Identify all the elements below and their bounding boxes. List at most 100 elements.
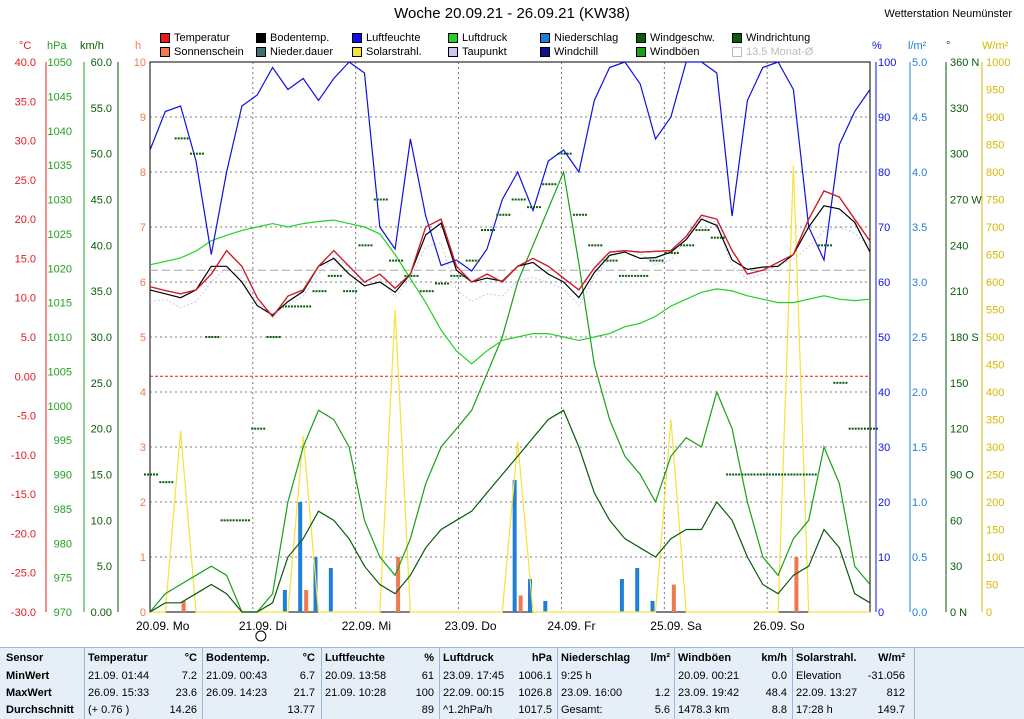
wind-direction-dot: [156, 473, 158, 476]
wind-tick-label: 35.0: [91, 286, 112, 298]
wind-direction-dot: [484, 229, 487, 232]
stats-cell-label: 20.09. 13:58: [325, 670, 387, 682]
wind-direction-dot: [716, 236, 719, 239]
legend-swatch: [636, 33, 646, 43]
stats-cell-label: 17:28 h: [796, 704, 833, 716]
wind-direction-dot: [772, 473, 775, 476]
wind-direction-dot: [529, 206, 532, 209]
wind-direction-dot: [229, 519, 232, 522]
wind-direction-dot: [821, 244, 824, 247]
wind-tick-label: 15.0: [91, 470, 112, 482]
wind-direction-dot: [373, 198, 376, 201]
pressure-tick-label: 975: [54, 573, 72, 585]
legend-label: Luftfeuchte: [366, 32, 421, 44]
stats-row: 21.09. 01:44 7.2: [88, 668, 201, 684]
wind-direction-dot: [781, 473, 784, 476]
wind-direction-dot: [802, 473, 805, 476]
stats-row: 89: [325, 702, 438, 718]
wind-direction-dot: [778, 473, 781, 476]
series-line-solarstrahl-: [150, 165, 870, 613]
stats-cell-value: 0.0: [771, 670, 787, 682]
wind-direction-dot: [235, 519, 238, 522]
wind-direction-dot: [496, 213, 499, 216]
wind-direction-dot: [867, 427, 869, 430]
solar-tick-label: 200: [986, 497, 1004, 509]
wind-direction-dot: [548, 183, 551, 186]
wind-direction-dot: [162, 481, 165, 484]
legend-label: 13.5 Monat-Ø: [746, 46, 814, 58]
stats-cell-value: 1017.5: [518, 704, 552, 716]
stats-cell-value: 48.4: [765, 687, 787, 699]
solar-tick-label: 300: [986, 442, 1004, 454]
stats-row: 21.09. 00:43 6.7: [206, 668, 319, 684]
chart-canvas: 20.09. Mo 21.09. Di 22.09. Mi 23.09. Do 24.0…: [11, 57, 1010, 642]
wind-direction-dot: [873, 427, 875, 430]
wind-direction-dot: [787, 473, 790, 476]
wind-direction-dot: [591, 244, 594, 247]
stats-cell-value: °C: [184, 652, 197, 664]
wind-direction-dot: [857, 427, 860, 430]
temp-tick-label: -30.0: [11, 607, 36, 619]
axis-title-deg: °: [946, 40, 951, 52]
wind-tick-label: 50.0: [91, 149, 112, 161]
stats-separator: [674, 648, 675, 719]
humidity-tick-label: 40: [878, 387, 890, 399]
wind-tick-label: 30.0: [91, 332, 112, 344]
temp-tick-label: 10.0: [15, 293, 36, 305]
legend-label: Bodentemp.: [270, 32, 330, 44]
pressure-tick-label: 1005: [48, 366, 72, 378]
solar-tick-label: 950: [986, 85, 1004, 97]
wind-direction-dot: [232, 519, 235, 522]
legend-label: Windchill: [554, 46, 599, 58]
wind-direction-dot: [266, 336, 269, 338]
wind-direction-dot: [673, 251, 676, 254]
solar-tick-label: 350: [986, 415, 1004, 427]
winddir-tick-label: 180 S: [950, 332, 979, 344]
winddir-tick-label: 360 N: [950, 57, 979, 69]
wind-direction-dot: [588, 244, 591, 247]
wind-direction-dot: [508, 213, 511, 216]
legend-swatch: [636, 47, 646, 57]
winddir-tick-label: 270 W: [950, 195, 982, 207]
bar-niederschlag: [512, 480, 517, 612]
solar-tick-label: 500: [986, 332, 1004, 344]
legend-swatch: [256, 47, 266, 57]
hours-tick-label: 1: [140, 552, 146, 564]
wind-direction-dot: [618, 274, 621, 277]
wind-direction-dot: [364, 244, 367, 247]
axis-title-h: h: [135, 40, 142, 52]
wind-direction-dot: [318, 290, 321, 293]
wind-direction-dot: [370, 244, 373, 247]
stats-cell-value: 8.8: [771, 704, 787, 716]
wind-direction-dot: [704, 229, 707, 232]
wind-direction-dot: [168, 481, 171, 484]
wind-direction-dot: [523, 198, 526, 201]
wind-direction-dot: [404, 274, 407, 277]
winddir-tick-label: 300: [950, 149, 968, 161]
stats-cell-value: 100: [415, 687, 434, 699]
legend-label: Taupunkt: [462, 46, 507, 58]
stats-cell-label: ^1.2hPa/h: [443, 704, 493, 716]
wind-direction-dot: [401, 259, 404, 262]
wind-direction-dot: [732, 473, 735, 476]
wind-direction-dot: [762, 473, 765, 476]
stats-cell-label: 9:25 h: [561, 670, 592, 682]
wind-direction-dot: [385, 198, 388, 201]
legend-swatch: [732, 33, 742, 43]
stats-cell-label: 20.09. 00:21: [678, 670, 740, 682]
series-line-temperatur: [149, 190, 871, 318]
wind-direction-dot: [765, 473, 768, 476]
wind-direction-dot: [759, 473, 762, 476]
wind-direction-dot: [392, 259, 395, 262]
bar-sonnenschein: [396, 557, 401, 612]
stats-cell-value: 21.7: [293, 687, 315, 699]
solar-tick-label: 50: [986, 580, 998, 592]
stats-row: 26.09. 14:23 21.7: [206, 685, 319, 701]
wind-direction-dot: [205, 336, 208, 338]
wind-direction-dot: [793, 473, 796, 476]
wind-direction-dot: [174, 137, 177, 140]
wind-direction-dot: [848, 427, 851, 430]
wind-direction-dot: [490, 229, 493, 232]
wind-direction-dot: [481, 229, 484, 232]
solar-tick-label: 850: [986, 140, 1004, 152]
